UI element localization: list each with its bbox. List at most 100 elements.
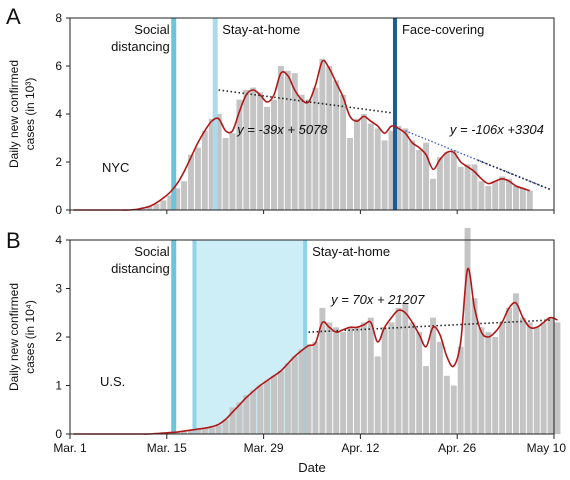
bar (208, 426, 215, 434)
bar (436, 157, 443, 210)
bar (512, 293, 519, 434)
bar (222, 138, 229, 210)
bar (388, 322, 395, 434)
bar (526, 190, 533, 210)
bar (291, 356, 298, 434)
bar (381, 140, 388, 210)
bar (485, 186, 492, 210)
bar (333, 327, 340, 434)
bar (367, 123, 374, 210)
bar (222, 419, 229, 434)
y-tick-label: 4 (55, 233, 62, 247)
bar (201, 428, 208, 434)
bar (388, 130, 395, 210)
bar (360, 322, 367, 434)
y-tick-label: 4 (55, 107, 62, 121)
bar (319, 58, 326, 210)
bar (174, 188, 181, 210)
event-label: distancing (111, 39, 170, 54)
bar (499, 322, 506, 434)
bar (478, 181, 485, 210)
bar (478, 327, 485, 434)
bar (305, 99, 312, 210)
stay-at-home-start-band (192, 240, 197, 434)
bar (533, 327, 540, 434)
fit-line (308, 319, 551, 333)
bar (153, 204, 160, 210)
panel-label-a: A (6, 4, 21, 29)
bar (298, 94, 305, 210)
bar (457, 346, 464, 434)
smoothed-line (73, 59, 531, 211)
bar (284, 363, 291, 434)
bar (353, 327, 360, 434)
bar (374, 128, 381, 210)
bar (409, 322, 416, 434)
x-tick-label: Mar. 1 (53, 441, 87, 455)
bar (360, 114, 367, 210)
bar (146, 206, 153, 210)
bar (367, 317, 374, 434)
bar (416, 150, 423, 210)
bar (243, 395, 250, 434)
bar (201, 130, 208, 210)
bar (547, 317, 554, 434)
bar (340, 94, 347, 210)
bar (319, 307, 326, 434)
y-tick-label: 3 (55, 282, 62, 296)
bar (471, 298, 478, 434)
x-tick-label: Apr. 12 (341, 441, 379, 455)
bar (194, 147, 201, 210)
bar (312, 87, 319, 210)
fit-equation: y = -106x +3304 (449, 122, 544, 137)
bar (236, 99, 243, 210)
bar (305, 344, 312, 434)
bar (499, 176, 506, 210)
bar (464, 227, 471, 434)
event-label: Social (134, 244, 170, 259)
bar (381, 327, 388, 434)
bar (181, 181, 188, 210)
event-band (171, 18, 177, 210)
bar (402, 128, 409, 210)
bar (450, 385, 457, 434)
event-label: Face-covering (402, 22, 484, 37)
bar (333, 80, 340, 211)
bar (374, 356, 381, 434)
bar (270, 99, 277, 210)
bar (443, 375, 450, 434)
y-tick-label: 2 (55, 330, 62, 344)
bar (264, 380, 271, 434)
event-label: Social (134, 22, 170, 37)
bar (264, 106, 271, 210)
fit-equation: y = 70x + 21207 (330, 292, 425, 307)
bar (554, 322, 561, 434)
bar (519, 188, 526, 210)
y-axis-label-a-line1: Daily new confirmed (7, 60, 21, 168)
bar (208, 118, 215, 210)
y-axis-label-b-line1: Daily new confirmed (7, 283, 21, 391)
panel-label-b: B (6, 228, 21, 253)
x-axis: Mar. 1 Mar. 15 Mar. 29 Apr. 12 Apr. 26 May 10 (53, 210, 566, 455)
bar (395, 126, 402, 210)
bar (167, 195, 174, 210)
panel-b: B 0 1 2 3 4 Daily new confirmed cases (in 10… (6, 227, 561, 441)
y-tick-label: 1 (55, 379, 62, 393)
bar (457, 166, 464, 210)
bar (229, 407, 236, 434)
bar (250, 87, 257, 210)
bar (506, 307, 513, 434)
bar (423, 366, 430, 434)
bar (430, 178, 436, 210)
bar (340, 332, 347, 434)
x-tick-label: Mar. 29 (244, 441, 284, 455)
bar (526, 322, 533, 434)
y-axis-label-b-line2: cases (in 10⁴) (23, 300, 37, 374)
fit-line (477, 159, 551, 191)
event-label: Stay-at-home (312, 244, 390, 259)
x-tick-label: Apr. 26 (438, 441, 476, 455)
bar (443, 152, 450, 210)
bar (402, 303, 409, 434)
bar (291, 73, 298, 210)
x-tick-label: May 10 (527, 441, 567, 455)
